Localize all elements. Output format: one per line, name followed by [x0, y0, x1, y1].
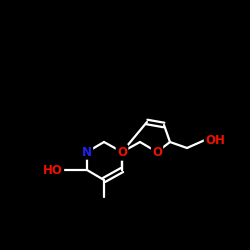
Text: O: O [152, 146, 162, 158]
Text: O: O [117, 146, 127, 160]
Text: HO: HO [43, 164, 63, 176]
Text: N: N [117, 146, 127, 158]
Text: N: N [82, 146, 92, 158]
Text: OH: OH [205, 134, 225, 146]
